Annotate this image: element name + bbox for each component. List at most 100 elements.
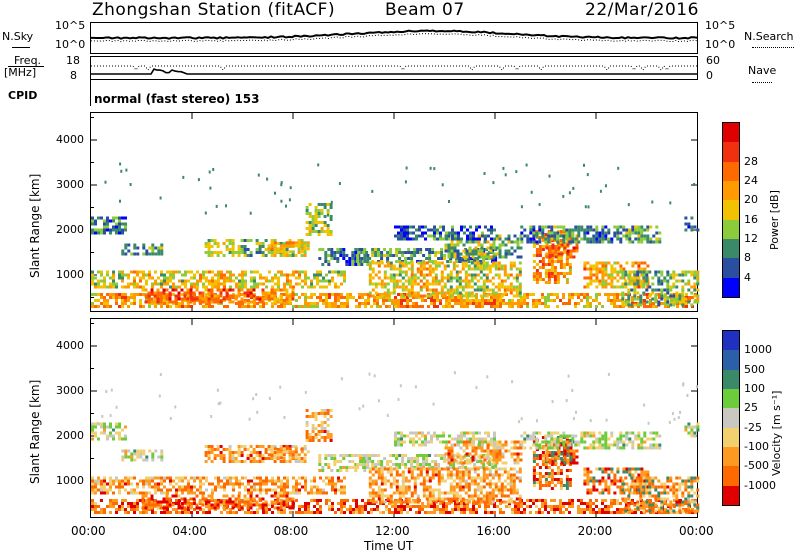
vel-svg-cell: [208, 482, 211, 486]
vel-svg-cell: [345, 454, 349, 457]
vel-svg-cell: [407, 470, 411, 474]
vel-svg-cell: [216, 500, 220, 504]
vel-svg-cell: [377, 467, 381, 471]
vel-svg-cell: [455, 494, 459, 498]
power-svg-cell: [226, 305, 229, 308]
power-svg-cell: [410, 294, 414, 298]
vel-svg-cell: [270, 494, 274, 498]
power-svg-cell: [165, 297, 169, 301]
power-svg-cell: [604, 267, 608, 271]
power-svg-cell: [166, 302, 169, 305]
power-svg-cell: [267, 291, 271, 295]
power-svg-cell: [571, 293, 574, 296]
power-svg-cell: [628, 234, 632, 238]
vel-svg-cell: [397, 505, 400, 508]
vel-svg-cell: [136, 508, 139, 511]
vel-svg-cell: [320, 409, 324, 412]
power-svg-sparse-cell: [327, 213, 329, 217]
power-svg-cell: [559, 239, 563, 242]
power-svg-cell: [124, 243, 128, 247]
vel-svg-cell: [461, 473, 465, 477]
power-svg-cell: [306, 241, 310, 245]
vel-svg-cell: [178, 479, 181, 483]
power-svg-cell: [400, 231, 403, 235]
freq-panel: [90, 56, 698, 80]
vel-svg-cell: [240, 445, 244, 448]
power-svg-cell: [112, 285, 115, 289]
power-svg-cell: [649, 240, 653, 244]
power-svg-cell: [413, 254, 417, 257]
power-svg-cell: [244, 305, 247, 308]
power-svg-cell: [562, 237, 566, 241]
vel-svg-cell: [160, 491, 163, 495]
power-svg-cell: [480, 246, 484, 250]
vel-svg-cell: [421, 508, 424, 511]
power-svg-cell: [575, 249, 579, 253]
vel-svg-cell: [198, 500, 202, 504]
vel-svg-cell: [94, 425, 97, 429]
power-svg-cell: [498, 255, 502, 259]
vel-svg-cell: [305, 430, 309, 433]
power-svg-cell: [193, 282, 196, 286]
power-svg-cell: [314, 230, 318, 233]
vel-svg-cell: [416, 473, 420, 477]
power-svg-cell: [479, 264, 483, 268]
freq-label: Freq.: [14, 54, 42, 67]
power-svg-cell: [256, 285, 259, 289]
power-svg-cell: [613, 231, 617, 235]
power-svg-cell: [422, 285, 426, 289]
power-svg-cell: [687, 270, 691, 274]
power-svg-cell: [214, 273, 217, 277]
power-svg-cell: [311, 221, 315, 224]
vel-svg-cell: [103, 491, 106, 495]
power-svg-cell: [361, 302, 364, 305]
vel-svg-cell: [488, 482, 492, 486]
vel-svg-cell: [425, 457, 429, 460]
power-svg-cell: [492, 243, 496, 247]
power-svg-cell: [532, 305, 535, 308]
vel-svg-cell: [589, 505, 592, 508]
power-svg-cell: [684, 228, 688, 232]
vel-svg-cell: [271, 505, 274, 508]
power-svg-sparse-cell: [530, 190, 533, 194]
vel-svg-cell: [398, 494, 402, 498]
vel-svg-cell: [454, 508, 457, 511]
power-svg-cell: [331, 276, 334, 280]
power-svg-cell: [520, 225, 524, 229]
vel-svg-cell: [133, 508, 136, 511]
power-svg-cell: [253, 276, 256, 280]
vel-svg-cell: [211, 488, 214, 492]
power-svg-cell: [664, 302, 667, 305]
vel-svg-cell: [416, 463, 420, 466]
vel-svg-cell: [413, 482, 417, 486]
power-svg-cell: [127, 243, 131, 247]
power-svg-cell: [258, 248, 262, 251]
power-svg-cell: [214, 279, 217, 283]
power-svg-cell: [314, 212, 318, 215]
vel-svg-cell: [342, 454, 346, 457]
power-svg-cell: [235, 285, 238, 289]
vel-svg-cell: [616, 508, 619, 511]
power-svg-cell: [142, 246, 146, 250]
power-svg-cell: [446, 288, 450, 292]
vel-svg-cell: [333, 457, 337, 460]
power-svg-cell: [94, 282, 97, 286]
vel-svg-cell: [297, 460, 301, 463]
vel-svg-cell: [268, 479, 271, 483]
power-svg-cell: [238, 273, 241, 277]
vel-svg-cell: [205, 505, 208, 508]
power-svg-cell: [472, 237, 475, 241]
power-svg-cell: [325, 273, 328, 277]
power-svg-cell: [380, 261, 384, 265]
power-svg-cell: [649, 225, 653, 229]
vel-svg-cell: [362, 454, 366, 457]
power-svg-cell: [319, 293, 322, 296]
vel-svg-cell: [292, 491, 295, 495]
vel-svg-cell: [303, 457, 307, 460]
vel-svg-cell: [305, 409, 309, 412]
vel-svg-cell: [634, 508, 637, 511]
vel-svg-cell: [160, 482, 163, 486]
vel-svg-cell: [261, 445, 265, 448]
vel-svg-cell: [109, 434, 112, 438]
vel-svg-cell: [142, 511, 145, 514]
